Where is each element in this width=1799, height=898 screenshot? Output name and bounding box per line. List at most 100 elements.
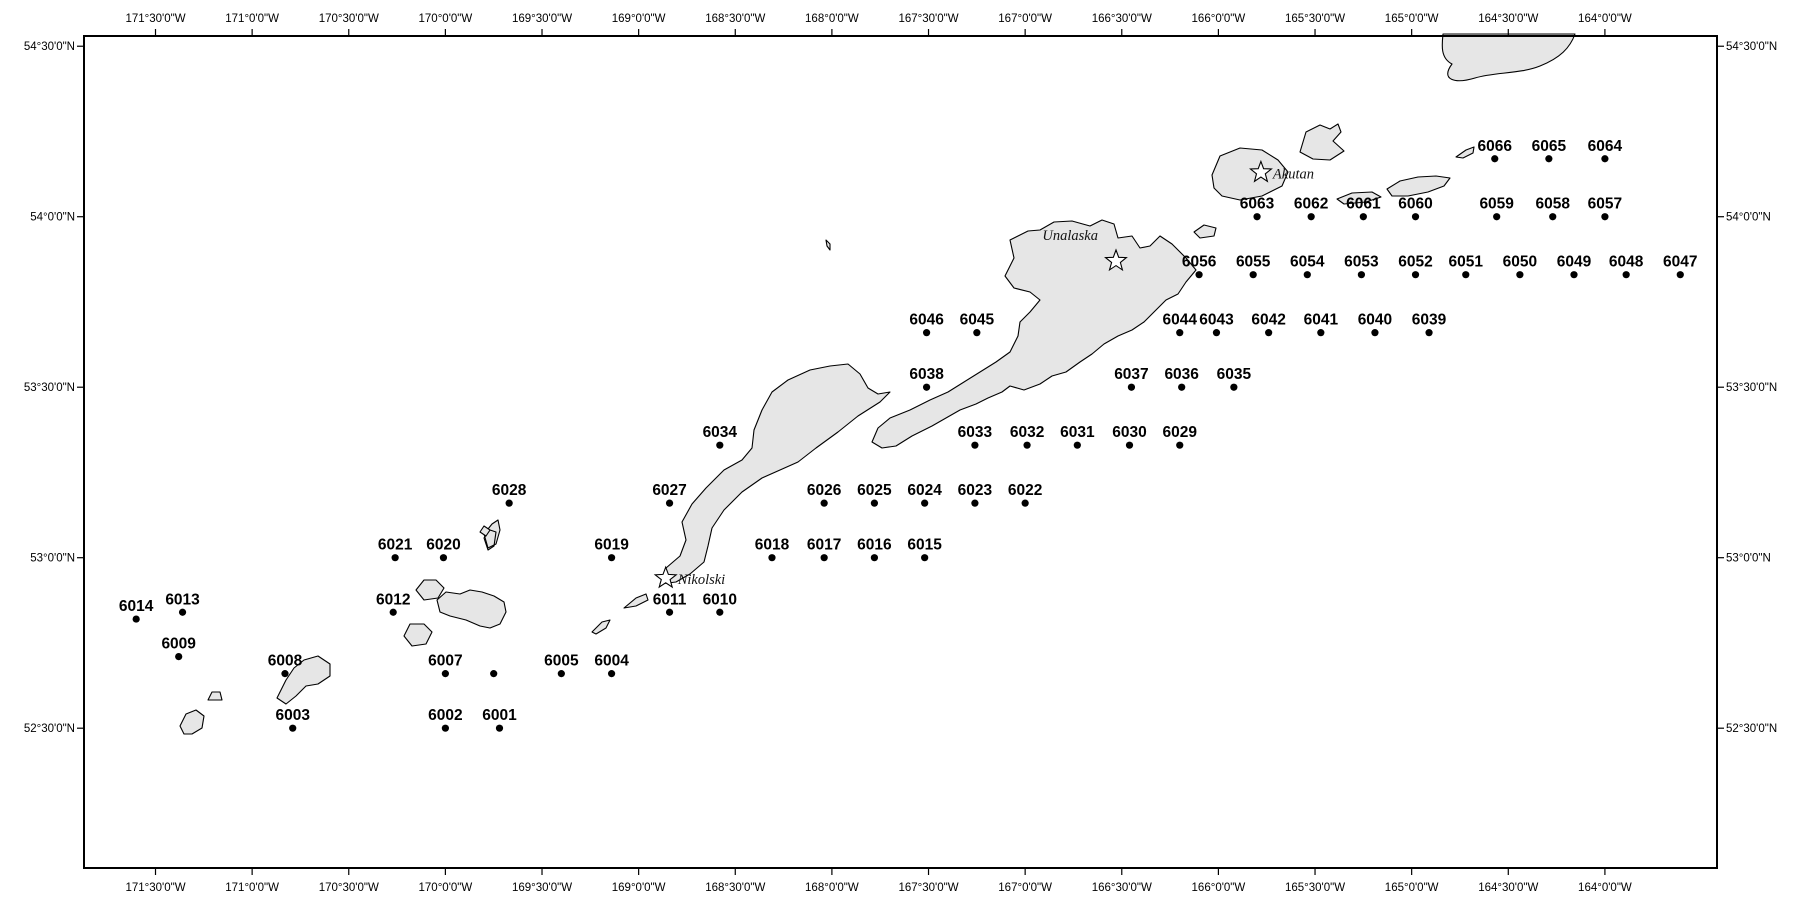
station-dot[interactable] (1411, 213, 1420, 221)
station-label: 6041 (1304, 312, 1339, 329)
station-dot[interactable] (1212, 329, 1221, 337)
station-label: 6039 (1412, 312, 1447, 329)
station-dot[interactable] (1570, 271, 1578, 279)
station-dot[interactable] (971, 441, 979, 449)
station-dot[interactable] (389, 608, 397, 616)
station-label: 6042 (1251, 312, 1285, 329)
station-dot[interactable] (1491, 155, 1499, 163)
station-dot[interactable] (1021, 499, 1029, 507)
station-dot[interactable] (1178, 383, 1186, 391)
station-label: 6064 (1588, 138, 1623, 155)
station-dot[interactable] (1493, 213, 1501, 221)
station-dot[interactable] (870, 554, 879, 562)
station-dot[interactable] (175, 652, 183, 661)
station-dot[interactable] (1303, 271, 1311, 279)
station-dot[interactable] (607, 554, 616, 562)
station-label: 6010 (703, 591, 737, 608)
station-dot[interactable] (820, 554, 828, 562)
lat-label-left: 53°0'0"N (30, 553, 75, 565)
station-label: 6004 (594, 653, 629, 670)
island-kagamil (483, 519, 501, 549)
station-dot[interactable] (1462, 271, 1470, 279)
station-dot[interactable] (922, 329, 931, 337)
station-dot[interactable] (289, 724, 297, 732)
station-dot[interactable] (1676, 271, 1684, 279)
station-dot[interactable] (1317, 329, 1325, 337)
station-label: 6018 (755, 537, 790, 554)
station-dot[interactable] (495, 724, 504, 732)
station-dot[interactable] (1545, 155, 1553, 163)
lon-label-top: 167°0'0"W (998, 13, 1052, 25)
station-label: 6047 (1663, 254, 1697, 271)
station-dot[interactable] (1249, 271, 1257, 279)
lon-label-bottom: 165°0'0"W (1385, 882, 1439, 894)
station-label: 6056 (1182, 254, 1217, 271)
station-dot[interactable] (921, 554, 929, 562)
station-dot[interactable] (1265, 329, 1273, 337)
station-label: 6030 (1112, 424, 1146, 441)
station-dot[interactable] (1411, 271, 1420, 279)
lon-label-top: 170°30'0"W (319, 13, 379, 25)
lon-label-top: 165°30'0"W (1285, 13, 1345, 25)
station-dot[interactable] (1307, 213, 1315, 221)
station-dot[interactable] (716, 441, 724, 449)
station-dot[interactable] (1622, 271, 1630, 279)
station-dot[interactable] (1357, 271, 1366, 279)
station-dot[interactable] (973, 329, 981, 337)
station-dot[interactable] (439, 554, 448, 562)
station-dot[interactable] (1127, 383, 1136, 391)
lon-label-top: 167°30'0"W (898, 13, 958, 25)
station-dot[interactable] (1176, 441, 1184, 449)
station-label: 6065 (1532, 138, 1567, 155)
lon-label-bottom: 166°0'0"W (1192, 882, 1246, 894)
station-dot[interactable] (607, 670, 616, 678)
station-label: 6001 (482, 707, 517, 724)
station-dot[interactable] (1601, 155, 1609, 163)
station-dot[interactable] (1371, 329, 1379, 337)
station-dot[interactable] (1601, 213, 1609, 221)
station-dot[interactable] (1023, 441, 1031, 449)
station-dot[interactable] (1425, 329, 1433, 337)
station-dot[interactable] (1516, 271, 1524, 279)
station-dot[interactable] (870, 499, 879, 507)
lon-label-bottom: 167°0'0"W (998, 882, 1052, 894)
station-dot[interactable] (1549, 213, 1557, 221)
station-dot[interactable] (281, 670, 289, 678)
station-dot[interactable] (1125, 441, 1134, 449)
station-label: 6011 (653, 591, 687, 608)
station-dot[interactable] (665, 499, 674, 507)
station-dot[interactable] (391, 554, 399, 562)
station-dot[interactable] (1195, 271, 1203, 279)
station-dot[interactable] (716, 608, 724, 616)
station-dot[interactable] (921, 499, 929, 507)
station-dot[interactable] (557, 670, 565, 678)
station-dot[interactable] (505, 499, 513, 507)
station-dot[interactable] (922, 383, 931, 391)
station-dot[interactable] (1176, 329, 1184, 337)
station-dot[interactable] (441, 670, 449, 678)
station-label: 6044 (1163, 312, 1198, 329)
station-label: 6066 (1478, 138, 1513, 155)
station-dot[interactable] (1230, 383, 1238, 391)
station-markers: 6001 6002 6003 6004 6005 6007 6008 6009 6010 6011… (119, 138, 1698, 732)
station-dot[interactable] (971, 499, 979, 507)
station-dot[interactable] (1359, 213, 1367, 221)
station-label: 6063 (1240, 196, 1275, 213)
station-dot[interactable] (178, 608, 187, 616)
station-dot[interactable] (1073, 441, 1081, 449)
station-dot[interactable] (1253, 213, 1261, 221)
station-dot[interactable] (820, 499, 828, 507)
lon-label-top: 171°0'0"W (225, 13, 279, 25)
station-label: 6023 (958, 482, 993, 499)
station-dot[interactable] (132, 615, 140, 623)
station-dot[interactable] (441, 724, 449, 732)
station-dot[interactable] (490, 670, 498, 678)
station-dot[interactable] (768, 554, 776, 562)
lon-label-top: 168°0'0"W (805, 13, 859, 25)
graticule-ticks: 171°30'0"W 171°30'0"W 171°0'0"W 171°0'0"W 17… (24, 13, 1777, 894)
lon-label-bottom: 165°30'0"W (1285, 882, 1345, 894)
lon-label-top: 166°0'0"W (1192, 13, 1246, 25)
station-dot[interactable] (665, 608, 674, 616)
lon-label-bottom: 164°0'0"W (1578, 882, 1632, 894)
station-label: 6043 (1199, 312, 1234, 329)
